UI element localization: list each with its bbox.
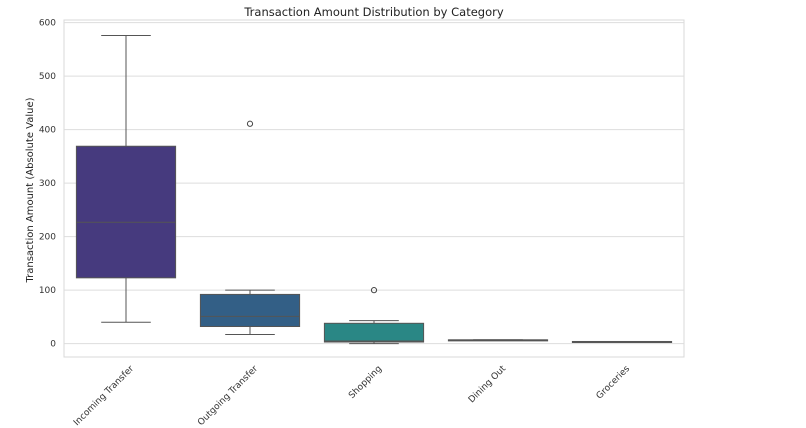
box-iqr bbox=[75, 145, 177, 279]
y-tick-label: 400 bbox=[39, 126, 56, 136]
box-series bbox=[75, 35, 673, 345]
chart-title: Transaction Amount Distribution by Categ… bbox=[243, 5, 504, 19]
x-tick-label: Incoming Transfer bbox=[72, 364, 136, 428]
box-group bbox=[571, 340, 673, 343]
box-group bbox=[75, 35, 177, 323]
y-tick-label: 100 bbox=[39, 286, 56, 296]
x-tick-label: Outgoing Transfer bbox=[196, 364, 260, 428]
x-tick-label: Shopping bbox=[347, 364, 384, 401]
box-group bbox=[199, 120, 301, 336]
outlier-point bbox=[370, 287, 378, 294]
y-axis-title: Transaction Amount (Absolute Value) bbox=[25, 97, 36, 283]
box-iqr bbox=[323, 322, 425, 343]
y-axis-ticks: 0 100 200 300 400 500 600 bbox=[39, 19, 56, 350]
box-iqr bbox=[199, 293, 301, 328]
x-axis-ticks: Incoming Transfer Outgoing Transfer Shoppi… bbox=[72, 364, 632, 428]
y-tick-label: 600 bbox=[39, 19, 56, 29]
x-tick-label: Dining Out bbox=[467, 364, 509, 406]
outlier-point bbox=[246, 120, 254, 127]
y-tick-label: 0 bbox=[50, 340, 56, 350]
x-tick-label: Groceries bbox=[595, 364, 633, 402]
y-tick-label: 200 bbox=[39, 233, 56, 243]
y-tick-label: 500 bbox=[39, 72, 56, 82]
y-tick-label: 300 bbox=[39, 179, 56, 189]
grid-lines bbox=[64, 22, 684, 345]
box-group bbox=[323, 287, 425, 345]
box-group bbox=[447, 339, 549, 342]
